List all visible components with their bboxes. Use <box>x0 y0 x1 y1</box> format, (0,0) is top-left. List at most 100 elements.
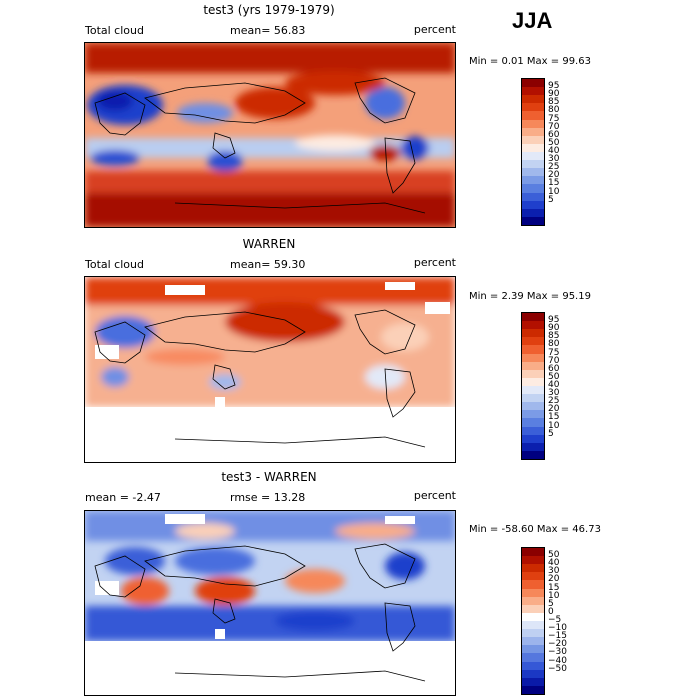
mean-label: mean= 59.30 <box>230 258 306 271</box>
colorbar-swatch <box>522 629 544 638</box>
colorbar-tick-label: 15 <box>548 412 560 423</box>
colorbar-tick-label: −15 <box>548 631 567 642</box>
min-max-label: Min = -58.60 Max = 46.73 <box>469 524 601 535</box>
units-label: percent <box>413 489 456 502</box>
colorbar-tick-label: 70 <box>548 121 560 132</box>
colorbar-tick-label: 40 <box>548 146 560 156</box>
colorbar-labels: 95 90 85 80 75 70 60 50 40 30 25 20 15 10 5 <box>548 78 578 224</box>
colorbar-swatch <box>522 653 544 662</box>
panel-model: test3 (yrs 1979-1979) Total cloud mean= … <box>0 0 700 235</box>
rmse-label: rmse = 13.28 <box>230 491 306 504</box>
mean-label: mean = -2.47 <box>85 491 161 504</box>
colorbar-swatch <box>522 329 544 338</box>
colorbar-swatch <box>522 111 544 120</box>
colorbar-labels: 50 40 30 20 15 10 5 0 −5 −10 −15 −20 −30 −40 −50 <box>548 547 578 693</box>
colorbar-tick-label: −20 <box>548 639 567 650</box>
colorbar-swatch <box>522 313 544 322</box>
colorbar-swatch <box>522 135 544 144</box>
colorbar-tick-label: 10 <box>548 420 560 431</box>
mean-label: mean= 56.83 <box>230 24 306 37</box>
colorbar-tick-label: 70 <box>548 355 560 366</box>
colorbar-swatch <box>522 184 544 193</box>
colorbar-tick-label: 40 <box>548 558 560 569</box>
colorbar-swatch <box>522 151 544 161</box>
colorbar-swatch <box>522 410 544 419</box>
colorbar-tick-label: 90 <box>548 89 560 100</box>
colorbar-swatch <box>522 677 544 686</box>
map-difference <box>84 510 456 696</box>
panel-title: test3 - WARREN <box>221 470 317 484</box>
colorbar-tick-label: 50 <box>548 371 560 382</box>
colorbar-swatch <box>522 103 544 112</box>
colorbar-tick-label: −30 <box>548 647 567 658</box>
colorbar-swatch <box>522 216 544 225</box>
colorbar-tick-label: 85 <box>548 97 560 108</box>
colorbar-tick-label: 80 <box>548 339 560 350</box>
colorbar <box>521 312 545 460</box>
colorbar-swatch <box>522 192 544 201</box>
season-label: JJA <box>512 8 553 33</box>
colorbar-swatch <box>522 208 544 217</box>
colorbar-swatch <box>522 394 544 403</box>
colorbar-swatch <box>522 345 544 354</box>
colorbar-swatch <box>522 580 544 589</box>
colorbar-swatch <box>522 353 544 362</box>
colorbar-swatch <box>522 637 544 646</box>
panel-difference: test3 - WARREN mean = -2.47 rmse = 13.28… <box>0 465 700 700</box>
colorbar-tick-label: 90 <box>548 323 560 334</box>
colorbar-swatch <box>522 119 544 128</box>
colorbar-tick-label: 15 <box>548 582 560 593</box>
colorbar-swatch <box>522 442 544 451</box>
units-label: percent <box>413 256 456 269</box>
colorbar-tick-label: −50 <box>548 663 567 674</box>
units-label: percent <box>413 23 456 36</box>
colorbar-tick-label: 5 <box>548 598 554 609</box>
colorbar-swatch <box>522 369 544 378</box>
colorbar-swatch <box>522 612 544 621</box>
colorbar-tick-label: 5 <box>548 194 554 205</box>
colorbar-tick-label: 80 <box>548 105 560 116</box>
colorbar-swatch <box>522 604 544 613</box>
colorbar-swatch <box>522 95 544 104</box>
colorbar-swatch <box>522 418 544 427</box>
colorbar-tick-label: 5 <box>548 428 554 439</box>
colorbar-tick-label: −5 <box>548 615 562 625</box>
colorbar-swatch <box>522 87 544 96</box>
colorbar-labels: 95 90 85 80 75 70 60 50 40 30 25 20 15 10 5 <box>548 312 578 458</box>
colorbar-swatch <box>522 377 544 386</box>
colorbar-swatch <box>522 620 544 630</box>
colorbar <box>521 78 545 226</box>
colorbar-tick-label: 30 <box>548 388 560 399</box>
colorbar-swatch <box>522 645 544 654</box>
colorbar-swatch <box>522 564 544 573</box>
colorbar-swatch <box>522 402 544 411</box>
colorbar-swatch <box>522 548 544 557</box>
colorbar-tick-label: 20 <box>548 574 560 585</box>
colorbar-tick-label: 75 <box>548 347 560 358</box>
colorbar-tick-label: 60 <box>548 129 560 140</box>
colorbar-tick-label: 10 <box>548 590 560 601</box>
colorbar-tick-label: 25 <box>548 396 560 407</box>
colorbar-swatch <box>522 661 544 670</box>
colorbar-tick-label: 85 <box>548 331 560 342</box>
panel-title: WARREN <box>242 237 296 251</box>
colorbar-tick-label: 75 <box>548 113 560 124</box>
colorbar-tick-label: 95 <box>548 81 560 92</box>
colorbar-swatch <box>522 685 544 694</box>
colorbar-tick-label: 60 <box>548 363 560 374</box>
variable-label: Total cloud <box>85 258 144 271</box>
colorbar-tick-label: 50 <box>548 137 560 148</box>
colorbar-swatch <box>522 79 544 88</box>
colorbar-swatch <box>522 361 544 370</box>
colorbar-tick-label: 95 <box>548 315 560 326</box>
colorbar-tick-label: −40 <box>548 655 567 666</box>
colorbar-swatch <box>522 337 544 346</box>
colorbar-swatch <box>522 588 544 597</box>
colorbar-tick-label: 15 <box>548 178 560 189</box>
colorbar-tick-label: 20 <box>548 170 560 181</box>
colorbar-tick-label: 10 <box>548 186 560 197</box>
variable-label: Total cloud <box>85 24 144 37</box>
colorbar-tick-label: 20 <box>548 404 560 415</box>
panel-obs: WARREN Total cloud mean= 59.30 percent <box>0 235 700 465</box>
panel-title: test3 (yrs 1979-1979) <box>203 3 335 17</box>
